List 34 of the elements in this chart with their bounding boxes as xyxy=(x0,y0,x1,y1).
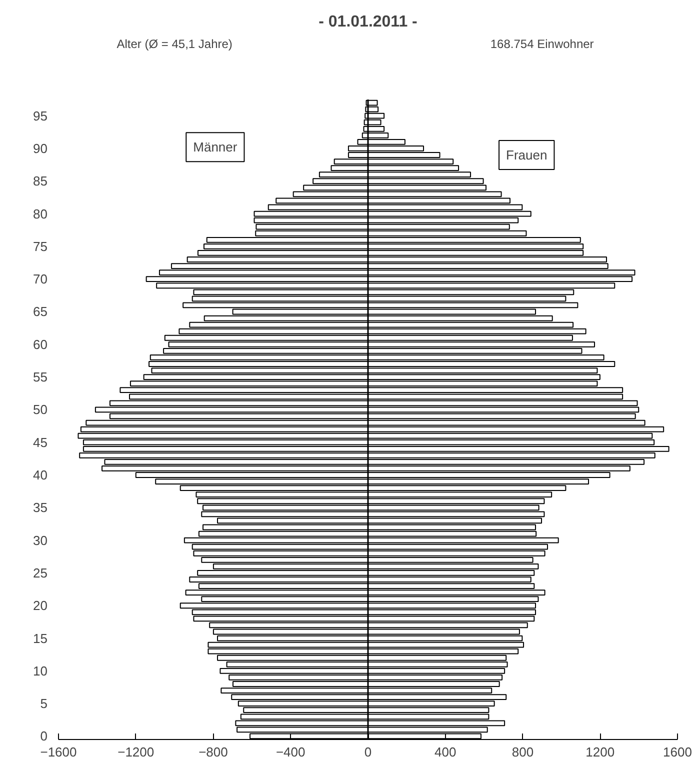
y-tick-label: 90 xyxy=(33,140,48,156)
y-tick-label: 60 xyxy=(33,336,48,352)
y-tick-label: 0 xyxy=(40,728,48,744)
y-tick-label: 65 xyxy=(33,304,48,320)
y-tick-label: 35 xyxy=(33,500,48,516)
y-tick-label: 75 xyxy=(33,238,48,254)
x-tick-label: −1600 xyxy=(40,744,77,760)
text: 168.754 Einwohner xyxy=(490,36,594,51)
y-tick-label: 10 xyxy=(33,663,48,678)
y-tick-label: 45 xyxy=(33,434,48,450)
y-tick-label: 85 xyxy=(33,174,48,189)
text: Frauen xyxy=(506,148,548,163)
x-tick-label: 1200 xyxy=(586,744,615,760)
x-tick-label: −800 xyxy=(198,744,228,760)
y-tick-label: 40 xyxy=(33,468,48,483)
x-tick-label: 0 xyxy=(364,744,372,760)
y-tick-label: 15 xyxy=(33,630,48,646)
y-tick-label: 95 xyxy=(33,108,48,124)
y-tick-label: 50 xyxy=(33,402,48,418)
x-tick-label: 1600 xyxy=(663,744,692,760)
y-tick-label: 20 xyxy=(33,598,48,614)
text: Männer xyxy=(193,140,238,155)
text: Alter (Ø = 45,1 Jahre) xyxy=(116,36,232,51)
y-tick-label: 5 xyxy=(40,696,48,712)
y-tick-label: 80 xyxy=(33,206,48,222)
x-tick-label: −1200 xyxy=(118,744,154,760)
x-tick-label: 400 xyxy=(434,744,456,760)
x-tick-label: 800 xyxy=(512,744,534,760)
x-tick-label: −400 xyxy=(276,744,306,760)
y-tick-label: 70 xyxy=(33,272,48,287)
y-tick-label: 25 xyxy=(33,565,48,580)
y-tick-label: 30 xyxy=(33,532,48,548)
chart-title: - 01.01.2011 - xyxy=(318,14,418,30)
y-tick-label: 55 xyxy=(33,370,48,385)
